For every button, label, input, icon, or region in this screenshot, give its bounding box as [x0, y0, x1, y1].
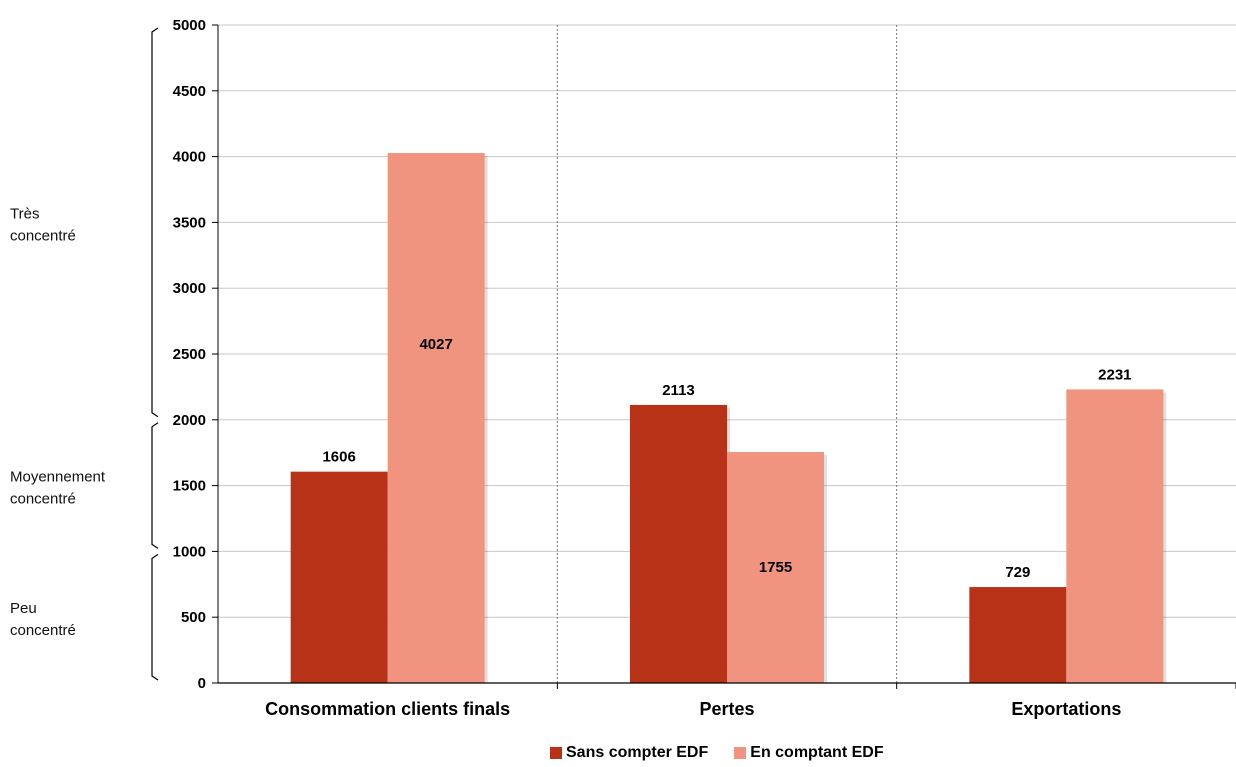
y-tick-label-1500: 1500 [173, 478, 206, 495]
y-tick-label-5000: 5000 [173, 17, 206, 34]
bar-series-2-3 [1066, 389, 1164, 683]
y-tick-label-1000: 1000 [173, 543, 206, 560]
y-tick-label-4500: 4500 [173, 83, 206, 100]
y-tick-label-500: 500 [181, 609, 206, 626]
x-category-label-2: Pertes [699, 699, 754, 719]
legend: Sans compter EDF En comptant EDF [550, 744, 884, 762]
bar-series-2-2 [727, 452, 824, 683]
bar-series-1-1 [290, 471, 388, 683]
y-axis: 0 500 1000 1500 2000 2500 3000 3500 4000 4500 5000 [173, 17, 219, 692]
y-tick-label-4000: 4000 [173, 149, 206, 166]
concentration-bands: Peu concentré Moyennement concentré Très conc… [10, 27, 159, 681]
legend-label-series-1: Sans compter EDF [566, 744, 709, 761]
band-bracket-2 [151, 422, 159, 549]
band-bracket-1 [151, 553, 159, 681]
legend-swatch-series-2 [734, 747, 747, 759]
bars [290, 153, 1167, 683]
y-tick-label-2000: 2000 [173, 412, 206, 429]
legend-item-series-1: Sans compter EDF [550, 744, 708, 762]
data-label-1-3: 729 [1005, 564, 1030, 581]
data-label-2-3: 2231 [1098, 366, 1131, 383]
y-tick-label-3500: 3500 [173, 214, 206, 231]
x-category-label-3: Exportations [1011, 699, 1121, 719]
x-axis: Consommation clients finals Pertes Exporta… [218, 682, 1236, 719]
bar-series-2-1 [387, 153, 485, 683]
y-tick-label-0: 0 [198, 675, 206, 692]
data-label-1-2: 2113 [662, 382, 695, 399]
band-bracket-3 [151, 27, 159, 418]
data-label-2-2: 1755 [759, 559, 792, 576]
y-tick-label-3000: 3000 [173, 280, 206, 297]
x-category-label-1: Consommation clients finals [265, 699, 510, 719]
band-label-3: Très concentré [10, 205, 76, 244]
bar-series-1-2 [630, 404, 727, 683]
data-labels: 1606 4027 2113 1755 729 2231 [322, 336, 1131, 581]
y-tick-label-2500: 2500 [173, 346, 206, 363]
bar-series-1-3 [969, 587, 1067, 683]
band-label-1: Peu concentré [10, 600, 76, 639]
legend-item-series-2: En comptant EDF [734, 744, 884, 762]
band-label-2: Moyennement concentré [10, 469, 106, 508]
legend-label-series-2: En comptant EDF [750, 744, 884, 761]
data-label-2-1: 4027 [419, 336, 452, 353]
data-label-1-1: 1606 [322, 449, 355, 466]
legend-swatch-series-1 [550, 747, 562, 759]
